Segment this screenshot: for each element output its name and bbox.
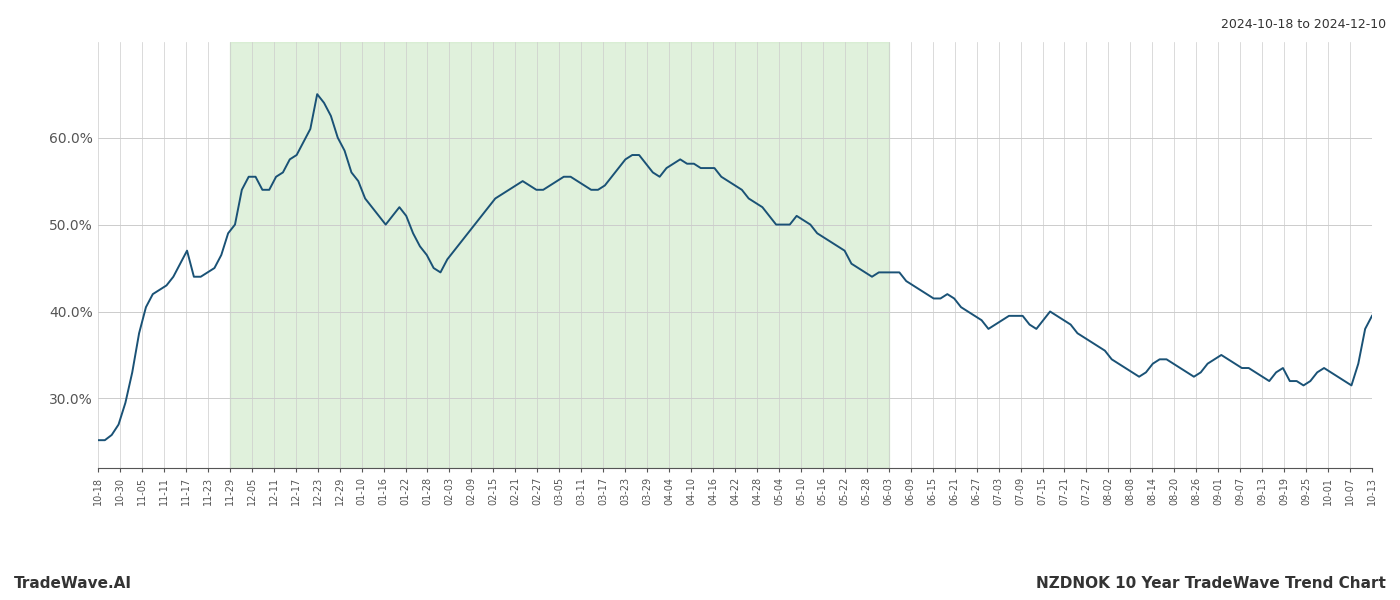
Text: NZDNOK 10 Year TradeWave Trend Chart: NZDNOK 10 Year TradeWave Trend Chart [1036, 576, 1386, 591]
Text: 2024-10-18 to 2024-12-10: 2024-10-18 to 2024-12-10 [1221, 18, 1386, 31]
Text: TradeWave.AI: TradeWave.AI [14, 576, 132, 591]
Bar [230, 42, 889, 468]
